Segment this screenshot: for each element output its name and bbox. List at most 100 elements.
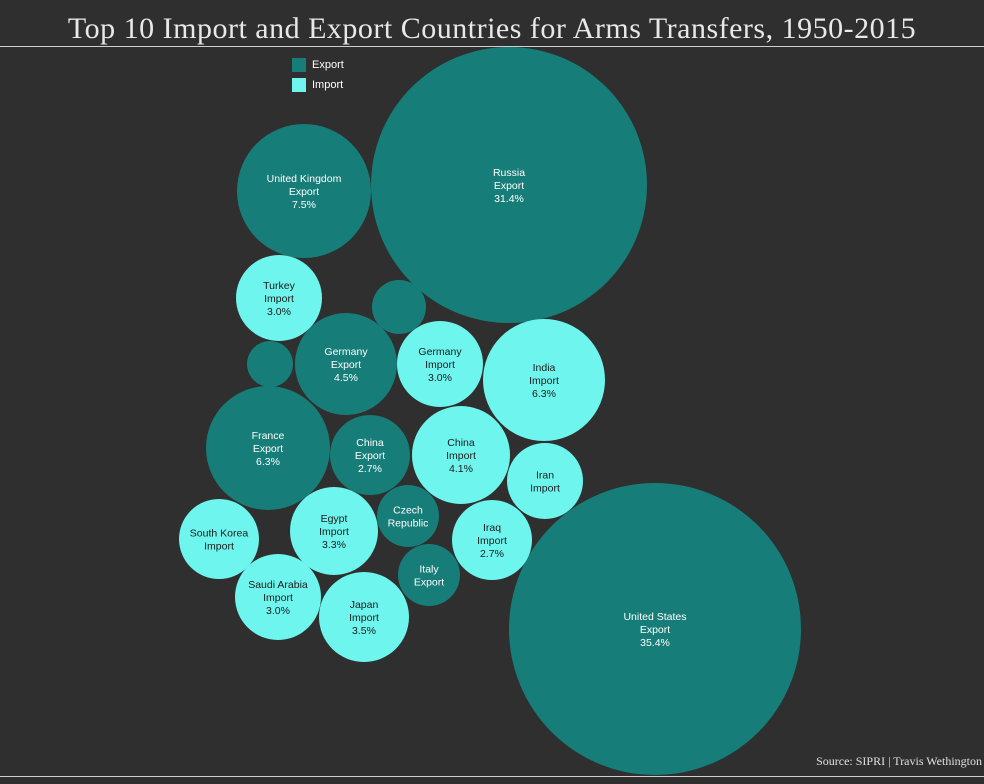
bubble-label-china-export-0: China — [356, 437, 384, 449]
bubble-label-iraq-import-1: Import — [477, 535, 507, 547]
legend-item-import[interactable]: Import — [292, 75, 344, 95]
bubble-label-france-export-2: 6.3% — [256, 456, 280, 468]
bubble-label-russia-export-2: 31.4% — [494, 193, 524, 205]
bubble-label-china-import-0: China — [447, 437, 475, 449]
bubble-circle-czech-republic-export — [377, 485, 439, 547]
bubble-chart: United StatesExport35.4%RussiaExport31.4… — [179, 47, 801, 775]
bubble-label-united-states-export-0: United States — [623, 611, 686, 623]
bubble-label-india-import-0: India — [533, 362, 556, 374]
bubble-label-germany-export-1: Export — [331, 359, 361, 371]
bubble-label-turkey-import-1: Import — [264, 293, 294, 305]
source-credit: Source: SIPRI | Travis Wethington — [816, 754, 982, 768]
bubble-label-egypt-import-2: 3.3% — [322, 539, 346, 551]
bubble-label-iran-import-1: Import — [530, 483, 560, 495]
bubble-label-italy-export-1: Export — [414, 577, 444, 589]
bubble-label-france-export-1: Export — [253, 443, 283, 455]
bubble-circle-saudi-arabia-import — [235, 554, 321, 640]
bubble-label-united-states-export-2: 35.4% — [640, 637, 670, 649]
bubble-label-iraq-import-2: 2.7% — [480, 548, 504, 560]
bubble-circle-unlabeled-export — [372, 280, 426, 334]
bubble-circle-south-korea-import — [179, 499, 259, 579]
bubble-unlabeled-export[interactable] — [247, 341, 293, 387]
bubble-label-saudi-arabia-import-2: 3.0% — [266, 605, 290, 617]
bubble-label-south-korea-import-0: South Korea — [190, 528, 249, 540]
bubble-label-russia-export-1: Export — [494, 180, 524, 192]
bubble-label-japan-import-1: Import — [349, 612, 379, 624]
bubble-label-iraq-import-0: Iraq — [483, 522, 501, 534]
bubble-label-germany-import-1: Import — [425, 359, 455, 371]
bubble-unlabeled-export[interactable] — [372, 280, 426, 334]
bubble-label-russia-export-0: Russia — [493, 167, 525, 179]
bubble-circle-united-kingdom-export — [237, 124, 371, 258]
footer-divider — [0, 776, 984, 777]
bubble-label-turkey-import-2: 3.0% — [267, 306, 291, 318]
bubble-label-south-korea-import-1: Import — [204, 541, 234, 553]
bubble-circle-china-import — [412, 406, 510, 504]
bubble-circle-japan-import — [319, 572, 409, 662]
bubble-circle-egypt-import — [290, 487, 378, 575]
legend-swatch-export — [292, 58, 306, 72]
legend-label-import: Import — [312, 79, 344, 91]
bubble-label-egypt-import-0: Egypt — [321, 513, 348, 525]
bubble-label-czech-republic-export-1: Republic — [388, 518, 429, 530]
bubble-circle-unlabeled-export — [247, 341, 293, 387]
bubble-circle-italy-export — [398, 544, 460, 606]
bubble-circle-germany-export — [295, 313, 397, 415]
legend-swatch-import — [292, 78, 306, 92]
bubble-label-china-import-2: 4.1% — [449, 463, 473, 475]
bubble-label-united-kingdom-export-0: United Kingdom — [267, 173, 342, 185]
bubble-label-france-export-0: France — [252, 430, 285, 442]
bubble-label-china-export-1: Export — [355, 450, 385, 462]
bubble-circle-russia-export — [371, 47, 647, 323]
bubble-circle-turkey-import — [236, 255, 322, 341]
legend-item-export[interactable]: Export — [292, 55, 344, 75]
bubble-label-india-import-1: Import — [529, 375, 559, 387]
bubble-label-germany-import-0: Germany — [418, 346, 462, 358]
bubble-label-egypt-import-1: Import — [319, 526, 349, 538]
bubble-label-india-import-2: 6.3% — [532, 388, 556, 400]
bubble-circle-india-import — [483, 319, 605, 441]
legend: Export Import — [292, 55, 344, 95]
bubble-label-japan-import-2: 3.5% — [352, 625, 376, 637]
bubble-circle-iraq-import — [452, 500, 532, 580]
bubble-label-japan-import-0: Japan — [350, 599, 379, 611]
bubble-label-saudi-arabia-import-1: Import — [263, 592, 293, 604]
bubble-label-germany-import-2: 3.0% — [428, 372, 452, 384]
bubble-label-italy-export-0: Italy — [419, 564, 439, 576]
bubble-label-czech-republic-export-0: Czech — [393, 505, 423, 517]
bubble-circle-germany-import — [397, 321, 483, 407]
bubble-label-united-kingdom-export-1: Export — [289, 186, 319, 198]
bubble-label-united-kingdom-export-2: 7.5% — [292, 199, 316, 211]
title-divider — [0, 46, 984, 47]
bubble-circle-iran-import — [507, 443, 583, 519]
legend-label-export: Export — [312, 59, 344, 71]
bubble-label-china-export-2: 2.7% — [358, 463, 382, 475]
bubble-label-saudi-arabia-import-0: Saudi Arabia — [248, 579, 308, 591]
bubble-label-iran-import-0: Iran — [536, 470, 554, 482]
bubble-label-china-import-1: Import — [446, 450, 476, 462]
bubble-label-germany-export-0: Germany — [324, 346, 368, 358]
bubble-circle-united-states-export — [509, 483, 801, 775]
bubble-circle-china-export — [330, 415, 410, 495]
bubble-label-germany-export-2: 4.5% — [334, 372, 358, 384]
bubble-label-united-states-export-1: Export — [640, 624, 670, 636]
chart-title: Top 10 Import and Export Countries for A… — [67, 12, 917, 45]
